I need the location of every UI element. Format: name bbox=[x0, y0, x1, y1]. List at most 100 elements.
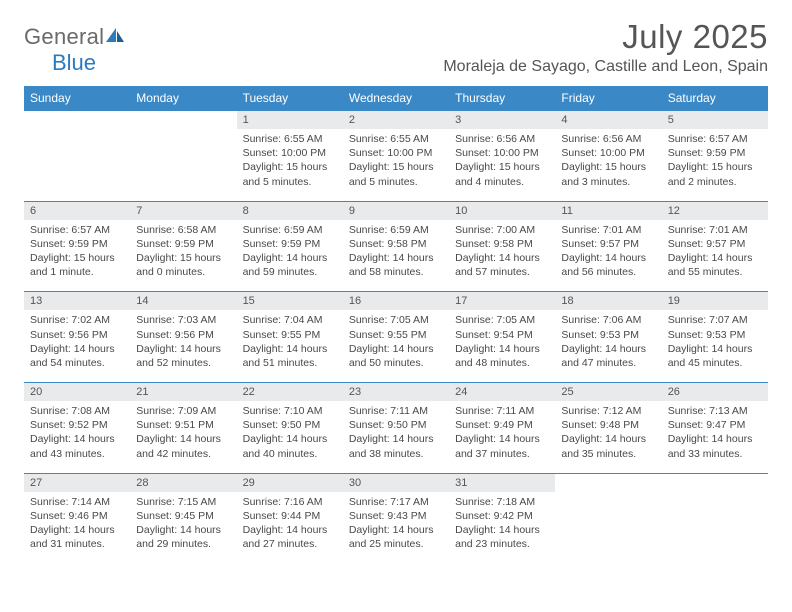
day-cell: Sunrise: 7:03 AMSunset: 9:56 PMDaylight:… bbox=[130, 310, 236, 382]
sunset-line: Sunset: 9:52 PM bbox=[30, 418, 124, 432]
sunrise-line: Sunrise: 7:17 AM bbox=[349, 495, 443, 509]
sunrise-line: Sunrise: 7:15 AM bbox=[136, 495, 230, 509]
daylight-line: Daylight: 14 hours and 51 minutes. bbox=[243, 342, 337, 370]
daylight-line: Daylight: 15 hours and 0 minutes. bbox=[136, 251, 230, 279]
sunset-line: Sunset: 9:47 PM bbox=[668, 418, 762, 432]
day-cell: Sunrise: 7:16 AMSunset: 9:44 PMDaylight:… bbox=[237, 492, 343, 564]
sunset-line: Sunset: 9:53 PM bbox=[561, 328, 655, 342]
sunset-line: Sunset: 9:59 PM bbox=[30, 237, 124, 251]
daylight-line: Daylight: 14 hours and 37 minutes. bbox=[455, 432, 549, 460]
day-cell: Sunrise: 7:01 AMSunset: 9:57 PMDaylight:… bbox=[662, 220, 768, 292]
day-number: 5 bbox=[662, 111, 768, 130]
weekday-header: Friday bbox=[555, 86, 661, 111]
daylight-line: Daylight: 15 hours and 5 minutes. bbox=[243, 160, 337, 188]
daylight-line: Daylight: 14 hours and 54 minutes. bbox=[30, 342, 124, 370]
day-number: 11 bbox=[555, 201, 661, 220]
sunset-line: Sunset: 9:57 PM bbox=[668, 237, 762, 251]
daylight-line: Daylight: 14 hours and 29 minutes. bbox=[136, 523, 230, 551]
day-cell: Sunrise: 6:56 AMSunset: 10:00 PMDaylight… bbox=[555, 129, 661, 201]
sunrise-line: Sunrise: 7:02 AM bbox=[30, 313, 124, 327]
day-cell: Sunrise: 7:09 AMSunset: 9:51 PMDaylight:… bbox=[130, 401, 236, 473]
weekday-header: Thursday bbox=[449, 86, 555, 111]
sunset-line: Sunset: 9:56 PM bbox=[136, 328, 230, 342]
day-cell: Sunrise: 7:12 AMSunset: 9:48 PMDaylight:… bbox=[555, 401, 661, 473]
day-cell: Sunrise: 7:10 AMSunset: 9:50 PMDaylight:… bbox=[237, 401, 343, 473]
daylight-line: Daylight: 14 hours and 27 minutes. bbox=[243, 523, 337, 551]
day-cell: Sunrise: 6:57 AMSunset: 9:59 PMDaylight:… bbox=[662, 129, 768, 201]
sunrise-line: Sunrise: 7:16 AM bbox=[243, 495, 337, 509]
day-number-row: 20212223242526 bbox=[24, 383, 768, 402]
sunrise-line: Sunrise: 7:03 AM bbox=[136, 313, 230, 327]
sunrise-line: Sunrise: 7:05 AM bbox=[455, 313, 549, 327]
day-cell: Sunrise: 7:14 AMSunset: 9:46 PMDaylight:… bbox=[24, 492, 130, 564]
daylight-line: Daylight: 14 hours and 23 minutes. bbox=[455, 523, 549, 551]
sunrise-line: Sunrise: 7:12 AM bbox=[561, 404, 655, 418]
day-number: 3 bbox=[449, 111, 555, 130]
daylight-line: Daylight: 15 hours and 2 minutes. bbox=[668, 160, 762, 188]
day-cell: Sunrise: 6:59 AMSunset: 9:58 PMDaylight:… bbox=[343, 220, 449, 292]
day-cell: Sunrise: 6:58 AMSunset: 9:59 PMDaylight:… bbox=[130, 220, 236, 292]
sunrise-line: Sunrise: 7:11 AM bbox=[349, 404, 443, 418]
day-number: 7 bbox=[130, 201, 236, 220]
sunset-line: Sunset: 9:53 PM bbox=[668, 328, 762, 342]
day-number: 30 bbox=[343, 473, 449, 492]
daylight-line: Daylight: 14 hours and 58 minutes. bbox=[349, 251, 443, 279]
day-cell: Sunrise: 7:00 AMSunset: 9:58 PMDaylight:… bbox=[449, 220, 555, 292]
day-cell: Sunrise: 6:55 AMSunset: 10:00 PMDaylight… bbox=[237, 129, 343, 201]
month-title: July 2025 bbox=[443, 18, 768, 56]
daylight-line: Daylight: 15 hours and 5 minutes. bbox=[349, 160, 443, 188]
brand-word-blue: Blue bbox=[24, 50, 96, 75]
sunset-line: Sunset: 9:55 PM bbox=[349, 328, 443, 342]
brand-word-general: General bbox=[24, 24, 104, 49]
day-cell: Sunrise: 7:06 AMSunset: 9:53 PMDaylight:… bbox=[555, 310, 661, 382]
sunrise-line: Sunrise: 7:07 AM bbox=[668, 313, 762, 327]
sunset-line: Sunset: 9:59 PM bbox=[243, 237, 337, 251]
weekday-header: Monday bbox=[130, 86, 236, 111]
sunrise-line: Sunrise: 7:06 AM bbox=[561, 313, 655, 327]
empty-day-cell bbox=[555, 492, 661, 564]
sunrise-line: Sunrise: 6:55 AM bbox=[349, 132, 443, 146]
day-cell: Sunrise: 7:05 AMSunset: 9:54 PMDaylight:… bbox=[449, 310, 555, 382]
day-number: 21 bbox=[130, 383, 236, 402]
daylight-line: Daylight: 14 hours and 59 minutes. bbox=[243, 251, 337, 279]
title-block: July 2025 Moraleja de Sayago, Castille a… bbox=[443, 18, 768, 76]
day-cell: Sunrise: 7:05 AMSunset: 9:55 PMDaylight:… bbox=[343, 310, 449, 382]
sunrise-line: Sunrise: 7:10 AM bbox=[243, 404, 337, 418]
sunset-line: Sunset: 10:00 PM bbox=[561, 146, 655, 160]
empty-day-cell bbox=[662, 492, 768, 564]
sunrise-line: Sunrise: 6:57 AM bbox=[668, 132, 762, 146]
day-number: 29 bbox=[237, 473, 343, 492]
empty-day-number bbox=[130, 111, 236, 130]
weekday-header: Wednesday bbox=[343, 86, 449, 111]
daylight-line: Daylight: 14 hours and 48 minutes. bbox=[455, 342, 549, 370]
weekday-header: Sunday bbox=[24, 86, 130, 111]
sunset-line: Sunset: 9:43 PM bbox=[349, 509, 443, 523]
sunset-line: Sunset: 9:48 PM bbox=[561, 418, 655, 432]
sunset-line: Sunset: 9:46 PM bbox=[30, 509, 124, 523]
day-number: 31 bbox=[449, 473, 555, 492]
day-number: 22 bbox=[237, 383, 343, 402]
day-number: 8 bbox=[237, 201, 343, 220]
sunrise-line: Sunrise: 7:01 AM bbox=[668, 223, 762, 237]
sunrise-line: Sunrise: 7:18 AM bbox=[455, 495, 549, 509]
daylight-line: Daylight: 14 hours and 31 minutes. bbox=[30, 523, 124, 551]
daylight-line: Daylight: 14 hours and 52 minutes. bbox=[136, 342, 230, 370]
day-cell: Sunrise: 6:55 AMSunset: 10:00 PMDaylight… bbox=[343, 129, 449, 201]
sunset-line: Sunset: 9:50 PM bbox=[349, 418, 443, 432]
daylight-line: Daylight: 14 hours and 47 minutes. bbox=[561, 342, 655, 370]
daylight-line: Daylight: 14 hours and 56 minutes. bbox=[561, 251, 655, 279]
brand-text: General Blue bbox=[24, 24, 126, 76]
daylight-line: Daylight: 14 hours and 38 minutes. bbox=[349, 432, 443, 460]
calendar-body: 12345Sunrise: 6:55 AMSunset: 10:00 PMDay… bbox=[24, 111, 768, 564]
sunset-line: Sunset: 10:00 PM bbox=[243, 146, 337, 160]
sail-icon bbox=[104, 26, 126, 49]
sunrise-line: Sunrise: 7:09 AM bbox=[136, 404, 230, 418]
location-subtitle: Moraleja de Sayago, Castille and Leon, S… bbox=[443, 58, 768, 76]
day-number: 25 bbox=[555, 383, 661, 402]
day-cell: Sunrise: 7:04 AMSunset: 9:55 PMDaylight:… bbox=[237, 310, 343, 382]
day-number: 23 bbox=[343, 383, 449, 402]
day-number: 20 bbox=[24, 383, 130, 402]
sunset-line: Sunset: 9:44 PM bbox=[243, 509, 337, 523]
empty-day-number bbox=[24, 111, 130, 130]
day-number: 14 bbox=[130, 292, 236, 311]
